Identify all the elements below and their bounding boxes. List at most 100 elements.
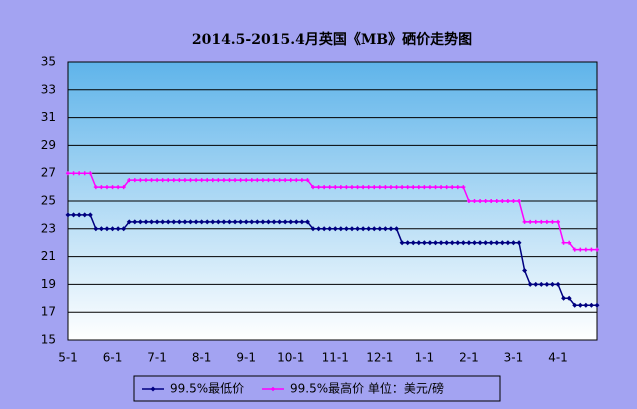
point	[516, 240, 522, 246]
point	[210, 178, 215, 183]
point	[572, 247, 577, 252]
point	[360, 226, 366, 232]
point	[104, 226, 110, 232]
point	[93, 185, 98, 190]
point	[410, 240, 416, 246]
point	[594, 302, 600, 308]
point	[433, 240, 439, 246]
point	[466, 240, 472, 246]
point	[299, 219, 305, 225]
point	[595, 247, 599, 252]
point	[272, 178, 277, 183]
point	[471, 240, 477, 246]
point	[394, 226, 400, 232]
y-tick-label: 17	[41, 305, 56, 319]
point	[494, 199, 499, 203]
point	[93, 226, 99, 232]
x-tick-label: 10-1	[277, 351, 304, 365]
point	[338, 185, 343, 190]
point	[438, 240, 444, 246]
point	[216, 178, 221, 183]
y-tick-label: 21	[41, 249, 56, 263]
point	[255, 178, 260, 183]
point	[138, 178, 143, 183]
point	[238, 219, 244, 225]
point	[343, 226, 349, 232]
point	[126, 219, 132, 225]
x-tick-label: 6-1	[103, 351, 123, 365]
point	[288, 178, 293, 183]
point	[461, 185, 466, 190]
point	[110, 185, 115, 190]
point	[176, 219, 182, 225]
point	[455, 185, 460, 190]
point	[143, 178, 148, 183]
point	[244, 178, 249, 183]
point	[76, 212, 82, 218]
point	[588, 302, 594, 308]
point	[232, 219, 238, 225]
point	[361, 185, 366, 190]
point	[271, 219, 277, 225]
point	[260, 219, 266, 225]
point	[567, 240, 572, 245]
point	[282, 219, 288, 225]
point	[116, 185, 121, 190]
point	[578, 247, 583, 252]
point	[316, 226, 322, 232]
point	[528, 219, 533, 224]
point	[155, 178, 160, 183]
point	[394, 185, 399, 190]
point	[544, 219, 549, 224]
point	[439, 185, 444, 190]
point	[149, 178, 154, 183]
point	[489, 199, 494, 203]
point	[254, 219, 260, 225]
point	[166, 178, 171, 183]
point	[260, 178, 265, 183]
point	[71, 212, 77, 218]
x-tick-label: 8-1	[192, 351, 212, 365]
point	[332, 226, 338, 232]
x-tick-label: 11-1	[322, 351, 349, 365]
point	[226, 219, 232, 225]
point	[416, 185, 421, 190]
point	[355, 226, 361, 232]
y-tick-label: 25	[41, 194, 56, 208]
point	[377, 185, 382, 190]
point	[310, 226, 316, 232]
x-tick-label: 3-1	[504, 351, 524, 365]
point	[188, 219, 194, 225]
point	[427, 185, 432, 190]
point	[333, 185, 338, 190]
point	[110, 226, 116, 232]
point	[82, 212, 88, 218]
legend-marker	[271, 387, 275, 391]
point	[99, 185, 104, 190]
point	[233, 178, 238, 183]
point	[182, 219, 188, 225]
point	[538, 281, 544, 287]
point	[444, 240, 450, 246]
point	[299, 178, 304, 183]
point	[322, 185, 327, 190]
point	[544, 281, 550, 287]
point	[405, 240, 411, 246]
point	[517, 199, 522, 203]
point	[160, 178, 165, 183]
point	[511, 199, 516, 203]
point	[383, 185, 388, 190]
point	[321, 226, 327, 232]
point	[238, 178, 243, 183]
point	[505, 199, 510, 203]
point	[455, 240, 461, 246]
point	[98, 226, 104, 232]
x-tick-label: 1-1	[415, 351, 435, 365]
point	[478, 199, 483, 203]
point	[477, 240, 483, 246]
point	[132, 178, 137, 183]
point	[371, 226, 377, 232]
point	[411, 185, 416, 190]
point	[572, 302, 578, 308]
point	[199, 219, 205, 225]
